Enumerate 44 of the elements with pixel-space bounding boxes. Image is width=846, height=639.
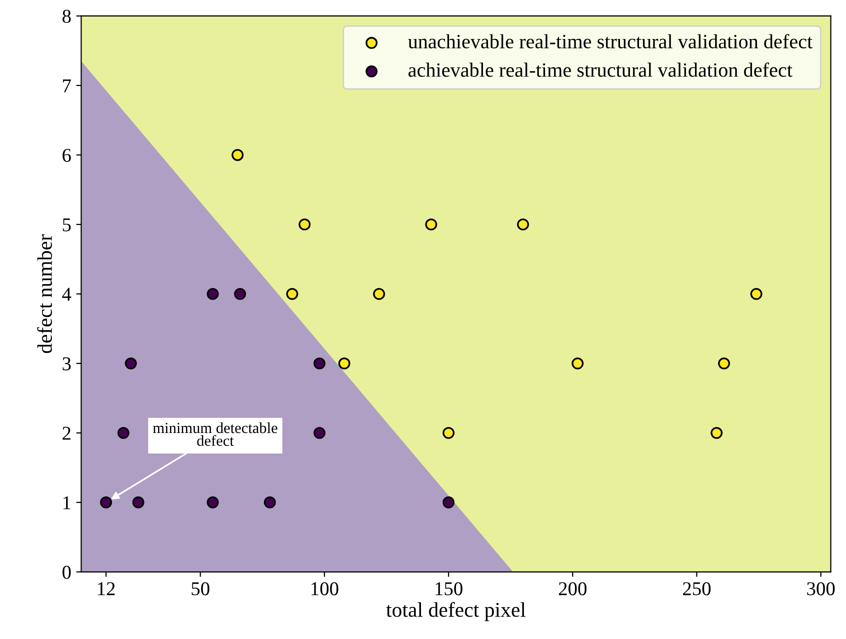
y-tick-label: 8 xyxy=(62,10,71,23)
y-axis-title: defect number xyxy=(37,234,52,354)
point xyxy=(232,148,244,161)
y-tick-label: 6 xyxy=(62,148,71,162)
point xyxy=(750,288,762,300)
point xyxy=(425,218,438,230)
point xyxy=(572,357,584,370)
point xyxy=(442,496,455,508)
point xyxy=(442,426,455,439)
y-tick-label: 3 xyxy=(62,357,71,370)
point xyxy=(373,288,386,300)
point xyxy=(132,496,144,508)
y-tick-label: 7 xyxy=(63,79,71,92)
point xyxy=(298,218,311,230)
annotation: minimum detectable defect xyxy=(152,422,278,446)
y-tick-label: 2 xyxy=(62,426,70,440)
point xyxy=(206,288,219,300)
y-tick-label: 0 xyxy=(62,566,71,579)
x-tick-label: 300 xyxy=(807,582,835,596)
x-tick-label: 100 xyxy=(312,582,338,596)
x-tick-label: 50 xyxy=(192,582,210,596)
point xyxy=(264,496,276,508)
x-tick-label: 150 xyxy=(436,582,462,596)
point xyxy=(100,496,112,508)
y-tick-label: 1 xyxy=(63,496,70,510)
point xyxy=(314,357,326,370)
point xyxy=(124,357,137,370)
x-tick-label: 12 xyxy=(98,582,115,596)
x-tick-label: 200 xyxy=(558,582,586,596)
point xyxy=(710,426,723,439)
legend-label: achievable real-time structural validation defect xyxy=(408,62,792,77)
y-tick-label: 4 xyxy=(62,288,72,301)
y-tick-label: 5 xyxy=(62,218,71,232)
point xyxy=(117,426,130,439)
legend-label: unachievable real-time structural validation defect xyxy=(408,34,813,48)
point xyxy=(517,218,529,230)
point xyxy=(718,357,730,370)
point xyxy=(286,288,298,300)
point xyxy=(234,288,246,300)
x-axis-title: total defect pixel xyxy=(386,602,526,622)
point xyxy=(338,357,350,370)
x-tick-label: 250 xyxy=(683,582,711,596)
point xyxy=(314,426,326,439)
point xyxy=(206,496,219,508)
